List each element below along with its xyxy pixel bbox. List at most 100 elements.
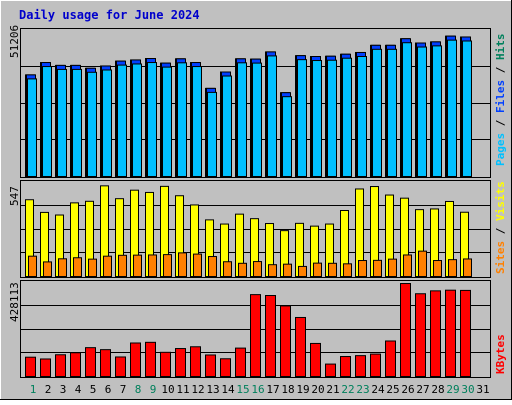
bar-pages bbox=[282, 96, 292, 177]
legend-hits: Hits bbox=[494, 34, 507, 61]
bar-pages bbox=[207, 91, 217, 177]
bar-sites bbox=[103, 255, 112, 278]
bar-kbytes bbox=[310, 342, 321, 378]
bar-pages bbox=[177, 62, 187, 177]
bar-kbytes bbox=[100, 349, 111, 377]
bar-kbytes bbox=[430, 290, 441, 377]
bar-pages bbox=[87, 71, 97, 177]
bar-sites bbox=[88, 258, 97, 277]
bar-sites bbox=[343, 263, 352, 277]
x-tick-label: 8 bbox=[135, 383, 142, 396]
bar-kbytes bbox=[265, 295, 276, 378]
legend-separator: / bbox=[494, 113, 507, 133]
bar-pages bbox=[342, 57, 352, 177]
x-tick-label: 18 bbox=[281, 383, 294, 396]
bar-pages bbox=[117, 64, 127, 177]
bar-sites bbox=[358, 260, 367, 278]
x-tick-label: 23 bbox=[356, 383, 369, 396]
x-tick-label: 28 bbox=[431, 383, 444, 396]
bar-pages bbox=[327, 59, 337, 177]
x-tick-label: 19 bbox=[296, 383, 309, 396]
bar-sites bbox=[163, 254, 172, 278]
bar-sites bbox=[388, 258, 397, 277]
bar-sites bbox=[148, 254, 157, 278]
bar-kbytes bbox=[25, 356, 36, 377]
bar-sites bbox=[403, 254, 412, 278]
x-tick-label: 31 bbox=[476, 383, 489, 396]
bar-kbytes bbox=[235, 347, 246, 377]
legend-kbytes-group: KBytes bbox=[494, 334, 507, 374]
bar-kbytes bbox=[355, 355, 366, 377]
bar-sites bbox=[193, 253, 202, 277]
bar-kbytes bbox=[115, 356, 126, 377]
bar-pages bbox=[252, 62, 262, 177]
bar-pages bbox=[42, 66, 52, 177]
bar-pages bbox=[297, 59, 307, 177]
x-tick-label: 30 bbox=[461, 383, 474, 396]
bar-kbytes bbox=[250, 294, 261, 377]
bar-kbytes bbox=[70, 352, 81, 377]
bar-sites bbox=[448, 259, 457, 277]
ymax-label-visits: 547 bbox=[8, 186, 21, 206]
bar-pages bbox=[357, 56, 367, 177]
bar-pages bbox=[102, 69, 112, 177]
x-tick-label: 16 bbox=[251, 383, 264, 396]
bar-kbytes bbox=[460, 289, 471, 378]
bar-pages bbox=[222, 75, 232, 177]
bar-pages bbox=[432, 45, 442, 178]
bar-pages bbox=[132, 63, 142, 177]
bar-sites bbox=[328, 262, 337, 277]
ymax-label-kbytes: 428113 bbox=[8, 282, 21, 322]
chart-title: Daily usage for June 2024 bbox=[19, 8, 200, 22]
bar-sites bbox=[238, 262, 247, 277]
bar-kbytes bbox=[85, 347, 96, 377]
x-tick-label: 9 bbox=[150, 383, 157, 396]
bar-pages bbox=[312, 60, 322, 178]
bar-sites bbox=[178, 252, 187, 277]
bar-sites bbox=[418, 250, 427, 277]
x-tick-label: 17 bbox=[266, 383, 279, 396]
x-axis-day-labels: 1 2 3 4 5 6 7 8 9 10 11 12 13 14 15 16 17 18 19 20 21 22 23 24 2… bbox=[30, 383, 490, 396]
bar-sites bbox=[43, 261, 52, 278]
bar-pages bbox=[417, 46, 427, 178]
x-tick-label: 27 bbox=[416, 383, 429, 396]
bar-kbytes bbox=[205, 354, 216, 378]
bar-pages bbox=[267, 55, 277, 177]
x-tick-label: 5 bbox=[90, 383, 97, 396]
bar-pages bbox=[372, 48, 382, 178]
bar-sites bbox=[463, 258, 472, 277]
x-tick-label: 3 bbox=[60, 383, 67, 396]
bar-kbytes bbox=[340, 356, 351, 377]
legend-files: Files bbox=[494, 80, 507, 113]
bar-pages bbox=[162, 66, 172, 177]
bar-sites bbox=[433, 260, 442, 278]
bar-pages bbox=[402, 42, 412, 178]
bar-kbytes bbox=[325, 363, 336, 377]
x-tick-label: 6 bbox=[105, 383, 112, 396]
bar-sites bbox=[313, 262, 322, 277]
bar-pages bbox=[237, 62, 247, 177]
x-tick-label: 13 bbox=[206, 383, 219, 396]
x-tick-label: 29 bbox=[446, 383, 459, 396]
legend-kbytes: KBytes bbox=[494, 334, 507, 374]
bar-pages bbox=[462, 40, 472, 177]
bar-kbytes bbox=[160, 351, 171, 378]
bar-kbytes bbox=[280, 305, 291, 377]
bar-sites bbox=[298, 265, 307, 278]
x-tick-label: 15 bbox=[236, 383, 249, 396]
bar-kbytes bbox=[175, 348, 186, 378]
bar-pages bbox=[447, 39, 457, 178]
bar-pages bbox=[387, 48, 397, 178]
x-tick-label: 14 bbox=[221, 383, 235, 396]
bar-sites bbox=[118, 254, 127, 278]
x-tick-label: 1 bbox=[30, 383, 37, 396]
bar-kbytes bbox=[445, 289, 456, 377]
bar-sites bbox=[28, 255, 37, 278]
bar-kbytes bbox=[55, 354, 66, 378]
x-tick-label: 4 bbox=[75, 383, 82, 396]
x-tick-label: 24 bbox=[371, 383, 385, 396]
bar-kbytes bbox=[295, 316, 306, 378]
x-tick-label: 2 bbox=[45, 383, 52, 396]
legend-pages: Pages bbox=[494, 133, 507, 166]
